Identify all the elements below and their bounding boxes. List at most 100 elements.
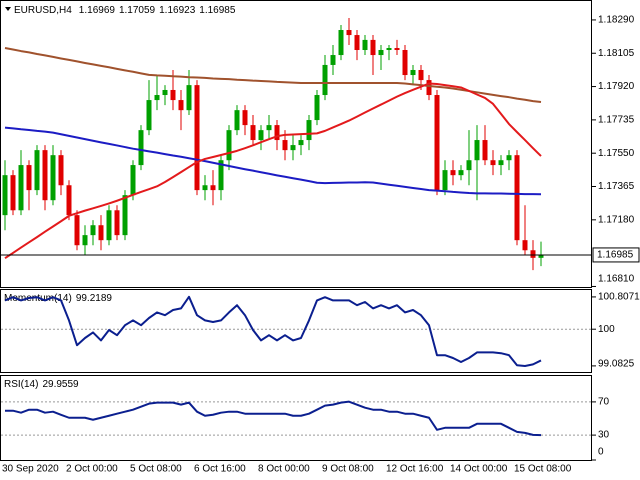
y-tick-label: 1.17180	[598, 214, 635, 225]
x-tick-label: 9 Oct 08:00	[322, 464, 374, 475]
symbol: EURUSD,H4	[14, 5, 72, 16]
candle-body	[306, 120, 312, 141]
indicator-value: 99.2189	[76, 293, 113, 304]
candle-body	[74, 215, 80, 246]
candle-body	[314, 95, 320, 121]
rsi-header: RSI(14) 29.9559	[4, 379, 79, 390]
x-tick-label: 14 Oct 00:00	[450, 464, 508, 475]
candle-body	[274, 125, 280, 141]
y-tick-label: 1.17365	[598, 181, 635, 192]
candle-body	[362, 39, 368, 51]
price-tag-label: 1.16985	[597, 250, 634, 261]
candle-body	[282, 140, 288, 151]
candle-body	[386, 48, 392, 51]
candle-body	[2, 175, 8, 216]
candle-body	[58, 155, 64, 186]
candle-body	[330, 55, 336, 65]
candle-body	[82, 235, 88, 246]
candle-body	[10, 175, 16, 211]
x-tick-label: 12 Oct 16:00	[386, 464, 444, 475]
candle-body	[202, 185, 208, 191]
candle-body	[482, 140, 488, 161]
y-tick-label: 1.18290	[598, 15, 635, 26]
candle-body	[50, 155, 56, 201]
candle-body	[138, 130, 144, 166]
candle-body	[538, 254, 544, 258]
candle-body	[106, 210, 112, 241]
last-low: 1.16923	[159, 5, 196, 16]
y-tick-label: 1.17550	[598, 148, 635, 159]
candle-body	[418, 69, 424, 81]
indicator-line	[4, 295, 542, 367]
candle-body	[154, 95, 160, 101]
indicator-value: 29.9559	[42, 379, 79, 390]
candle-body	[514, 155, 520, 241]
momentum-header: Momentum(14) 99.2189	[4, 293, 112, 304]
indicator-title: RSI(14)	[4, 379, 38, 390]
x-tick-label: 8 Oct 00:00	[258, 464, 310, 475]
main-panel-frame	[0, 0, 592, 288]
candle-body	[434, 95, 440, 191]
candle-body	[506, 155, 512, 161]
candle-body	[186, 85, 192, 111]
candle-body	[490, 160, 496, 166]
candle-body	[162, 89, 168, 96]
candle-body	[114, 210, 120, 236]
candle-body	[218, 160, 224, 191]
candle-body	[42, 150, 48, 201]
candle-body	[250, 125, 256, 141]
candle-body	[498, 160, 504, 166]
y-tick-label: 1.17735	[598, 115, 635, 126]
candle-body	[522, 240, 528, 251]
candle-body	[466, 160, 472, 171]
indicator-line	[5, 400, 542, 437]
x-tick-label: 6 Oct 16:00	[194, 464, 246, 475]
moving-average	[4, 82, 542, 260]
y-tick-label: 100	[598, 324, 615, 335]
candle-body	[122, 195, 128, 236]
chart-header: EURUSD,H4 1.16969 1.17059 1.16923 1.16985	[14, 5, 236, 16]
candle-body	[234, 110, 240, 131]
candle-body	[346, 30, 352, 36]
candle-body	[18, 165, 24, 211]
price-tag	[592, 247, 640, 263]
last-open: 1.16969	[79, 5, 116, 16]
y-tick-label: 70	[598, 397, 610, 408]
candle-body	[338, 30, 344, 56]
candle-body	[442, 170, 448, 191]
candle-body	[146, 100, 152, 131]
y-tick-label: 1.17920	[598, 81, 635, 92]
moving-average	[4, 126, 542, 196]
candle-body	[402, 50, 408, 76]
candle-body	[458, 170, 464, 176]
candle-body	[410, 69, 416, 76]
y-tick-label: 30	[598, 430, 610, 441]
candle-body	[266, 125, 272, 131]
x-tick-label: 5 Oct 08:00	[130, 464, 182, 475]
candle-body	[322, 64, 328, 96]
last-high: 1.17059	[119, 5, 156, 16]
candle-body	[66, 185, 72, 216]
y-tick-label: 100.8071	[598, 292, 640, 303]
candle-body	[98, 225, 104, 241]
candle-body	[298, 140, 304, 146]
candle-body	[290, 145, 296, 151]
symbol-dropdown-icon	[5, 7, 11, 11]
candle-body	[426, 80, 432, 96]
y-tick-label: 99.0825	[598, 359, 635, 370]
y-tick-label: 1.18105	[598, 48, 635, 59]
moving-average	[4, 47, 542, 104]
momentum-panel-frame	[0, 289, 592, 373]
candle-body	[258, 130, 264, 141]
candle-body	[530, 250, 536, 258]
candle-body	[474, 140, 480, 161]
candle-body	[26, 165, 32, 191]
candle-body	[242, 110, 248, 126]
x-tick-label: 30 Sep 2020	[2, 464, 59, 475]
candle-body	[170, 89, 176, 101]
candle-body	[394, 48, 400, 51]
candle-body	[90, 225, 96, 236]
candle-body	[34, 150, 40, 191]
